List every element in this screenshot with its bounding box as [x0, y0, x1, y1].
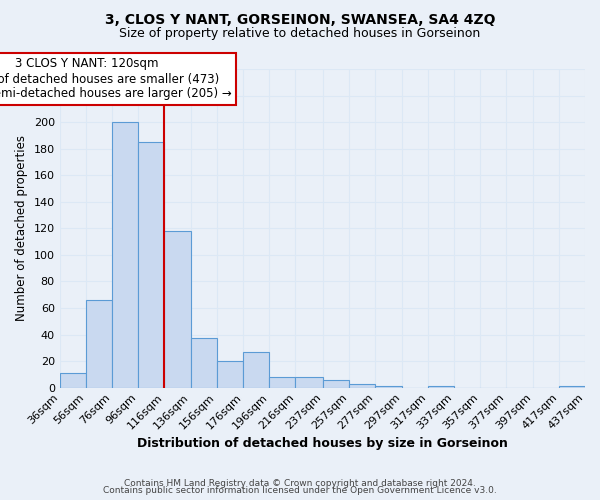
Bar [295, 377, 323, 388]
Bar [59, 373, 86, 388]
Bar [349, 384, 376, 388]
Text: 3, CLOS Y NANT, GORSEINON, SWANSEA, SA4 4ZQ: 3, CLOS Y NANT, GORSEINON, SWANSEA, SA4 … [105, 12, 495, 26]
Text: Contains HM Land Registry data © Crown copyright and database right 2024.: Contains HM Land Registry data © Crown c… [124, 478, 476, 488]
X-axis label: Distribution of detached houses by size in Gorseinon: Distribution of detached houses by size … [137, 437, 508, 450]
Text: Contains public sector information licensed under the Open Government Licence v3: Contains public sector information licen… [103, 486, 497, 495]
Bar [243, 352, 269, 388]
Bar [269, 377, 295, 388]
Bar [191, 338, 217, 388]
Bar [86, 300, 112, 388]
Bar [559, 386, 585, 388]
Bar [164, 231, 191, 388]
Bar [323, 380, 349, 388]
Y-axis label: Number of detached properties: Number of detached properties [15, 136, 28, 322]
Bar [112, 122, 138, 388]
Bar [217, 361, 243, 388]
Text: 3 CLOS Y NANT: 120sqm
← 69% of detached houses are smaller (473)
30% of semi-det: 3 CLOS Y NANT: 120sqm ← 69% of detached … [0, 58, 232, 100]
Bar [428, 386, 454, 388]
Text: Size of property relative to detached houses in Gorseinon: Size of property relative to detached ho… [119, 28, 481, 40]
Bar [376, 386, 401, 388]
Bar [138, 142, 164, 388]
